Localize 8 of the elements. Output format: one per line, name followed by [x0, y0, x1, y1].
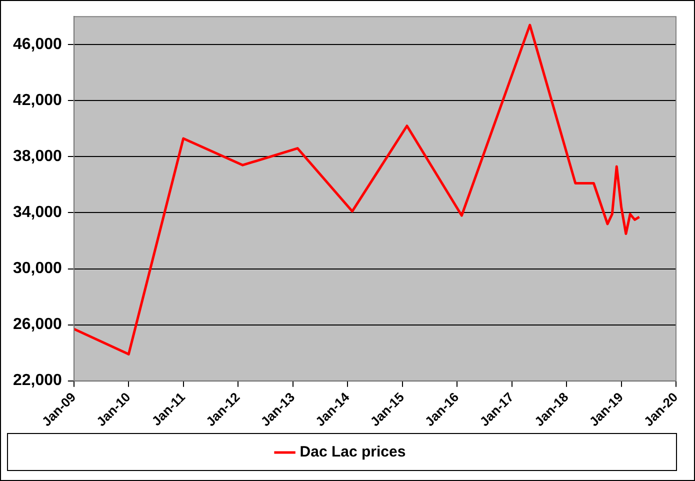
y-tick-label: 46,000 [13, 36, 62, 54]
y-tick-label: 38,000 [13, 148, 62, 166]
legend-label: Dac Lac prices [300, 444, 406, 461]
y-tick-label: 42,000 [13, 92, 62, 110]
y-tick-label: 34,000 [13, 204, 62, 222]
y-tick-label: 22,000 [13, 372, 62, 390]
y-tick-label: 26,000 [13, 316, 62, 334]
y-tick-label: 30,000 [13, 260, 62, 278]
